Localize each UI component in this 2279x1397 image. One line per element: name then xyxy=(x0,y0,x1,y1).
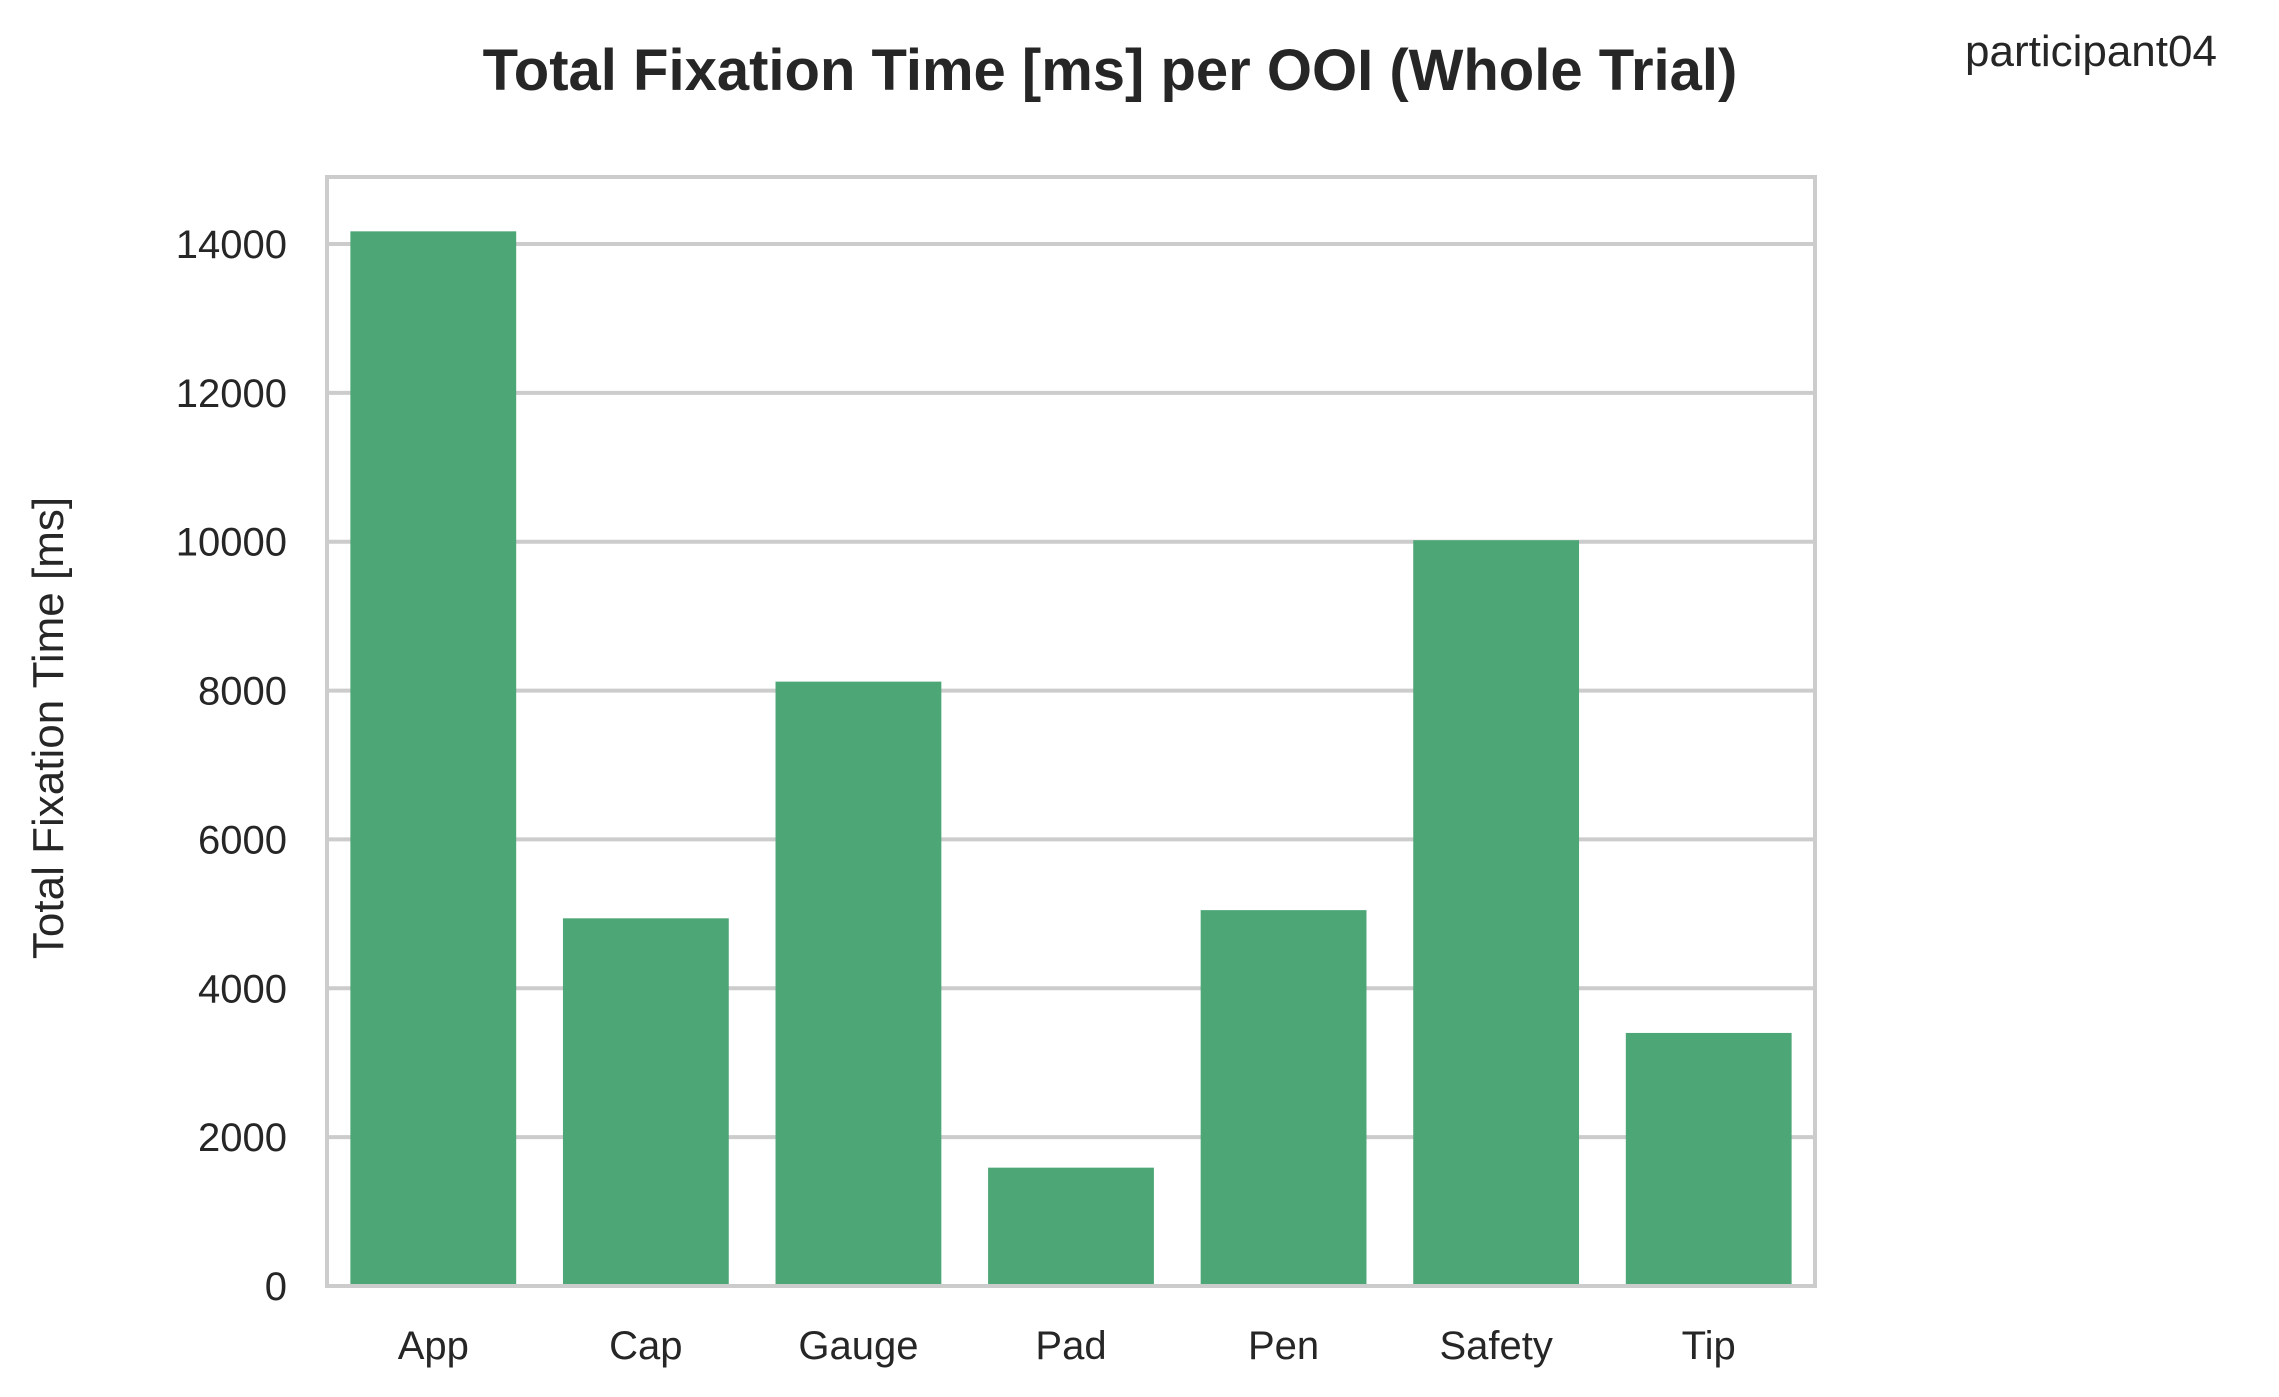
y-tick-label: 12000 xyxy=(176,372,287,416)
chart-title: Total Fixation Time [ms] per OOI (Whole … xyxy=(483,38,1738,103)
x-tick-labels: App Cap Gauge Pad Pen Safety Tip xyxy=(398,1324,1736,1368)
x-tick-label: Cap xyxy=(609,1324,682,1368)
x-tick-label: Safety xyxy=(1439,1324,1552,1368)
participant-label: participant04 xyxy=(1965,27,2217,76)
plot-frame xyxy=(325,175,1817,1288)
y-axis-label: Total Fixation Time [ms] xyxy=(24,497,73,959)
gridlines xyxy=(327,241,1815,1288)
y-tick-label: 2000 xyxy=(198,1116,287,1160)
bar-tip xyxy=(1625,1032,1792,1286)
x-tick-label: Tip xyxy=(1682,1324,1736,1368)
y-tick-label: 0 xyxy=(265,1265,287,1309)
y-tick-label: 6000 xyxy=(198,818,287,862)
y-tick-label: 8000 xyxy=(198,670,287,714)
bar-pen xyxy=(1200,910,1367,1286)
y-tick-label: 14000 xyxy=(176,223,287,267)
x-tick-label: Gauge xyxy=(798,1324,918,1368)
bar-cap xyxy=(562,918,729,1286)
bar-pad xyxy=(988,1167,1154,1286)
x-tick-label: App xyxy=(398,1324,469,1368)
y-tick-label: 10000 xyxy=(176,521,287,565)
x-tick-label: Pad xyxy=(1035,1324,1106,1368)
bar-safety xyxy=(1413,540,1580,1286)
y-tick-label: 4000 xyxy=(198,967,287,1011)
bars xyxy=(350,231,1792,1287)
bar-gauge xyxy=(775,681,942,1286)
y-tick-labels: 0 2000 4000 6000 8000 10000 12000 14000 xyxy=(176,223,287,1309)
bar-app xyxy=(350,231,517,1287)
x-tick-label: Pen xyxy=(1248,1324,1319,1368)
